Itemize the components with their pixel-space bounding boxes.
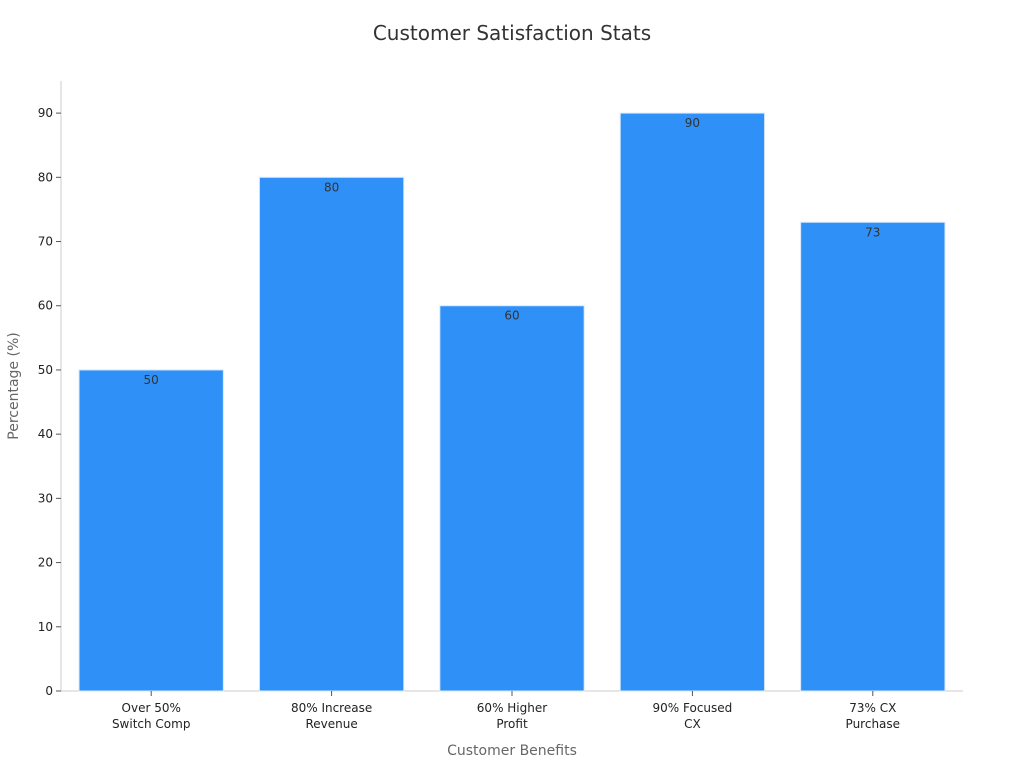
y-tick-label: 60 (38, 299, 53, 313)
bar (800, 221, 946, 692)
x-tick-label: 90% Focused (653, 701, 733, 715)
data-label: 73 (865, 225, 880, 239)
x-tick-label: Profit (496, 717, 528, 731)
y-axis-label: Percentage (%) (6, 332, 22, 439)
y-tick-label: 40 (38, 427, 53, 441)
y-tick-label: 10 (38, 620, 53, 634)
bar (439, 305, 585, 692)
y-tick-label: 0 (45, 684, 53, 698)
x-tick-label: Revenue (305, 717, 357, 731)
bar (78, 369, 224, 692)
data-label: 80 (324, 180, 339, 194)
plot-area: 0 10 20 30 40 50 60 70 80 90 50 Over 50% Switch Comp… (38, 81, 963, 731)
x-tick-label: 80% Increase (291, 701, 372, 715)
x-tick-label: 73% CX (849, 701, 896, 715)
x-tick-label: Purchase (846, 717, 901, 731)
x-tick-label: Switch Comp (112, 717, 191, 731)
x-tick-label: 60% Higher (477, 701, 547, 715)
data-label: 90 (685, 116, 700, 130)
data-label: 60 (504, 309, 519, 323)
bar (258, 176, 405, 692)
y-tick-label: 50 (38, 363, 53, 377)
x-axis-label: Customer Benefits (447, 743, 577, 759)
data-label: 50 (144, 373, 159, 387)
y-tick-label: 30 (38, 491, 53, 505)
y-tick-label: 80 (38, 170, 53, 184)
y-tick-label: 90 (38, 106, 53, 120)
x-tick-label: Over 50% (122, 701, 181, 715)
chart-title: Customer Satisfaction Stats (373, 21, 651, 45)
x-tick-label: CX (684, 717, 701, 731)
y-tick-label: 20 (38, 556, 53, 570)
y-tick-label: 70 (38, 235, 53, 249)
bar (619, 112, 766, 692)
